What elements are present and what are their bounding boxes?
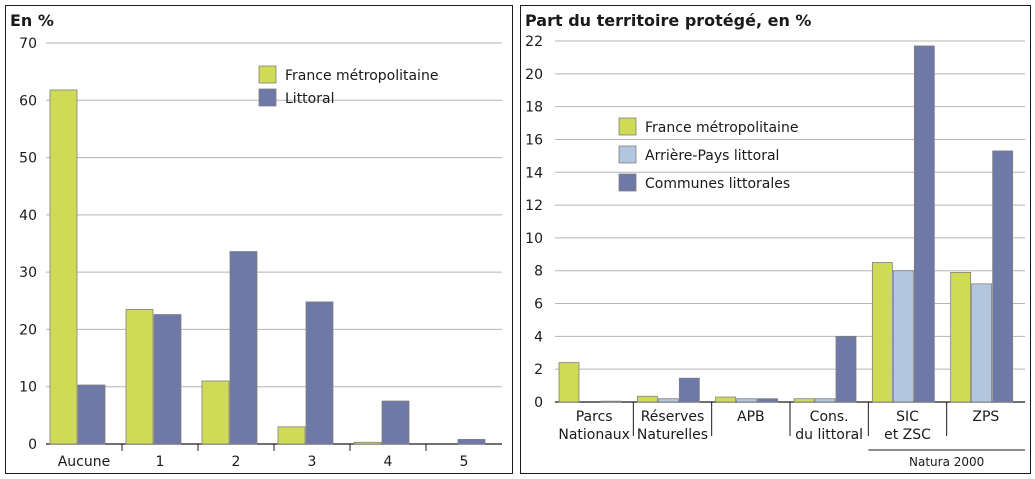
group-label-natura-2000: Natura 2000: [909, 455, 984, 469]
bar: [814, 398, 836, 403]
legend-label: France métropolitaine: [645, 120, 798, 136]
bar: [457, 439, 486, 445]
x-category-label: 3: [308, 454, 317, 470]
bar: [835, 335, 857, 403]
legend-label: Littoral: [285, 91, 334, 107]
bar: [49, 89, 78, 445]
bar: [657, 398, 679, 403]
bar: [77, 384, 106, 445]
chart-left-svg: En % 0 10 20 30 40 50 60 70 Aucune 1 2 3 4 5 France mé…: [10, 11, 502, 470]
bar: [277, 426, 306, 445]
legend-swatch: [618, 145, 637, 164]
bar: [353, 441, 382, 445]
x-category-label: 4: [384, 454, 393, 470]
bar: [950, 271, 972, 403]
y-tick-label: 8: [534, 264, 543, 280]
x-category-label: 1: [156, 454, 165, 470]
bar: [871, 262, 893, 403]
y-tick-label: 40: [19, 208, 37, 224]
bar: [913, 45, 935, 403]
y-tick-label: 10: [19, 380, 37, 396]
bar: [229, 251, 258, 445]
bar: [600, 400, 622, 403]
y-tick-label: 14: [525, 165, 543, 181]
bar: [757, 398, 779, 403]
legend-label: France métropolitaine: [285, 68, 438, 84]
x-category-label: SIC: [896, 409, 919, 425]
x-category-label: et ZSC: [884, 427, 931, 443]
y-tick-label: 70: [19, 36, 37, 52]
x-category-label: Parcs: [576, 409, 613, 425]
bar: [971, 283, 993, 403]
y-tick-label: 6: [534, 297, 543, 313]
y-tick-label: 12: [525, 198, 543, 214]
y-tick-label: 18: [525, 100, 543, 116]
y-tick-label: 16: [525, 132, 543, 148]
legend-label: Communes littorales: [645, 176, 790, 192]
bar: [381, 400, 410, 445]
x-category-label: Aucune: [58, 454, 111, 470]
y-tick-label: 50: [19, 151, 37, 167]
chart-panel-right: Part du territoire protégé, en % 0 2 4 6 8 10…: [520, 5, 1031, 474]
bar: [201, 380, 230, 445]
x-category-label: Naturelles: [637, 427, 708, 443]
y-tick-label: 4: [534, 329, 543, 345]
bar: [992, 150, 1014, 403]
bar: [678, 377, 700, 403]
y-tick-label: 0: [534, 395, 543, 411]
bar: [558, 362, 580, 403]
x-category-label: Cons.: [810, 409, 849, 425]
legend-label: Arrière-Pays littoral: [645, 148, 779, 164]
x-category-label: 2: [232, 454, 241, 470]
legend-swatch: [618, 117, 637, 136]
legend-swatch: [618, 173, 637, 192]
bar: [892, 270, 914, 403]
bar: [736, 398, 758, 403]
y-tick-label: 20: [525, 67, 543, 83]
bar: [715, 396, 737, 403]
y-tick-label: 2: [534, 362, 543, 378]
y-tick-label: 0: [28, 437, 37, 453]
chart-right-title: Part du territoire protégé, en %: [525, 11, 811, 30]
x-category-label: 5: [460, 454, 469, 470]
y-tick-label: 30: [19, 265, 37, 281]
y-tick-label: 20: [19, 322, 37, 338]
bar: [153, 314, 182, 445]
bar: [793, 398, 815, 403]
legend-swatch: [258, 88, 277, 107]
legend-swatch: [258, 65, 277, 84]
bar: [125, 308, 154, 445]
x-category-label: du littoral: [795, 427, 863, 443]
chart-right-svg: Part du territoire protégé, en % 0 2 4 6 8 10…: [525, 11, 1025, 469]
x-category-label: APB: [737, 409, 765, 425]
y-tick-label: 60: [19, 93, 37, 109]
x-category-label: Nationaux: [558, 427, 630, 443]
x-category-label: Réserves: [641, 409, 705, 425]
chart-left-title: En %: [10, 11, 54, 30]
chart-panel-left: En % 0 10 20 30 40 50 60 70 Aucune 1 2 3 4 5 France mé…: [5, 5, 513, 474]
x-category-label: ZPS: [972, 409, 999, 425]
bar: [305, 301, 334, 445]
bar: [636, 395, 658, 403]
y-tick-label: 22: [525, 34, 543, 50]
y-tick-label: 10: [525, 231, 543, 247]
